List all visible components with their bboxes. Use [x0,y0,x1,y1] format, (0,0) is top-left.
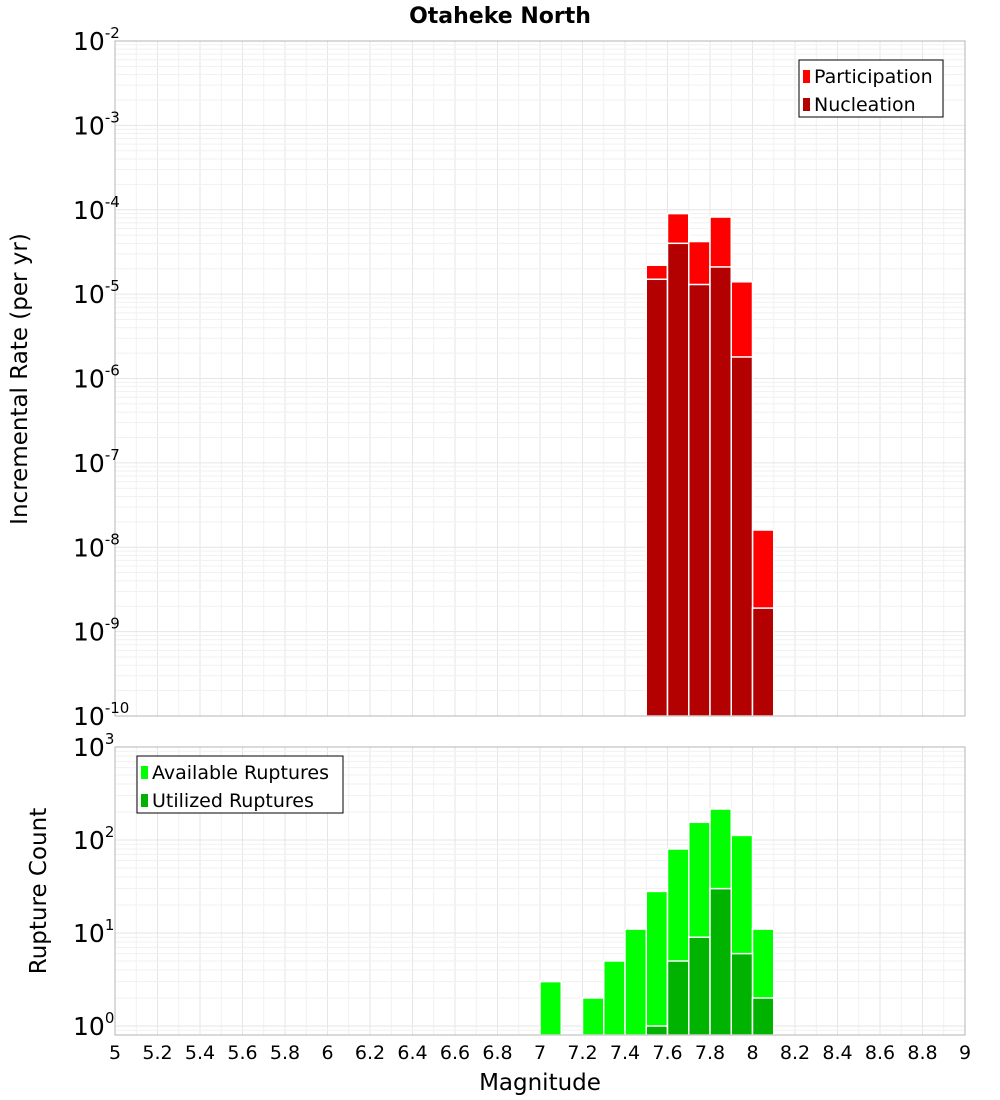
y-tick-label: 10-8 [73,530,120,562]
bar-available-ruptures [603,960,626,1036]
y-tick-label: 10-5 [73,277,120,309]
y-tick-label: 10-6 [73,362,120,394]
legend-swatch [803,70,810,83]
x-tick-label: 9 [959,1042,971,1064]
bar-utilized-ruptures [688,936,711,1036]
legend-label: Participation [814,66,933,88]
x-tick-label: 7.2 [567,1042,597,1064]
x-tick-label: 7.8 [695,1042,725,1064]
x-tick-label: 5.4 [185,1042,215,1064]
bar-available-ruptures [624,928,647,1036]
y-tick-label: 10-7 [73,446,120,478]
x-tick-label: 6.8 [482,1042,512,1064]
x-tick-label: 5.8 [270,1042,300,1064]
x-tick-label: 8.6 [865,1042,895,1064]
x-tick-label: 8 [746,1042,758,1064]
plot-frame [114,746,966,1036]
bar-nucleation [751,607,775,717]
count-panel: 103 102 101 100 Available Ruptures Utilized R… [73,730,966,1041]
count-y-axis-title: Rupture Count [26,808,52,974]
bar-available-ruptures [581,997,605,1036]
bar-nucleation [730,356,754,717]
bar-nucleation [709,266,732,717]
y-tick-label: 10-2 [73,24,120,56]
y-tick-labels: 103 102 101 100 [73,730,114,1041]
plot-frame [114,40,966,717]
bar-available-ruptures [539,980,562,1036]
y-tick-label: 10-3 [73,108,120,140]
bar-nucleation [688,283,711,717]
x-tick-label: 8.8 [907,1042,937,1064]
y-tick-label: 101 [73,916,114,948]
legend-label: Nucleation [814,94,916,116]
legend-swatch [141,766,148,779]
bars [539,808,775,1036]
bar-utilized-ruptures [666,960,690,1036]
x-axis: 5 5.2 5.4 5.6 5.8 6 6.2 6.4 6.6 6.8 7 7.2 7.4 7.6 7.8 8… [109,1042,971,1064]
legend: Participation Nucleation [798,59,944,118]
bar-nucleation [645,278,669,717]
x-tick-label: 5.6 [227,1042,257,1064]
y-tick-label: 102 [73,823,114,855]
y-tick-label: 10-10 [73,699,129,731]
y-tick-label: 100 [73,1009,114,1041]
legend: Available Ruptures Utilized Ruptures [136,755,344,814]
bar-utilized-ruptures [751,997,775,1036]
legend-label: Available Ruptures [152,762,329,784]
x-tick-label: 6.6 [440,1042,470,1064]
legend-swatch [803,98,810,111]
x-tick-label: 5.2 [142,1042,172,1064]
y-tick-labels: 10-2 10-3 10-4 10-5 10-6 10-7 10-8 10-9 10-10 [73,24,129,731]
legend-label: Utilized Ruptures [152,790,314,812]
chart-title: Otaheke North [409,4,591,29]
bar-available-ruptures [645,890,669,1036]
rate-panel: 10-2 10-3 10-4 10-5 10-6 10-7 10-8 10-9 10-10 Par… [73,24,966,731]
grid [114,40,966,717]
y-tick-label: 10-4 [73,193,120,225]
x-tick-label: 7.6 [652,1042,682,1064]
x-tick-label: 7.4 [610,1042,640,1064]
y-tick-label: 103 [73,730,114,762]
y-tick-label: 10-9 [73,615,120,647]
legend-box [136,755,344,814]
x-tick-label: 6 [321,1042,333,1064]
bar-utilized-ruptures [709,887,732,1036]
legend-box [798,59,944,118]
bar-utilized-ruptures [730,952,754,1036]
bar-nucleation [666,242,690,717]
x-tick-label: 8.4 [822,1042,852,1064]
x-tick-label: 6.4 [397,1042,427,1064]
x-tick-label: 5 [109,1042,121,1064]
x-tick-label: 7 [534,1042,546,1064]
x-axis-title: Magnitude [479,1070,601,1096]
rate-y-axis-title: Incremental Rate (per yr) [7,233,33,525]
x-tick-label: 8.2 [780,1042,810,1064]
legend-swatch [141,794,148,807]
x-tick-label: 6.2 [355,1042,385,1064]
bar-utilized-ruptures [645,1025,669,1036]
